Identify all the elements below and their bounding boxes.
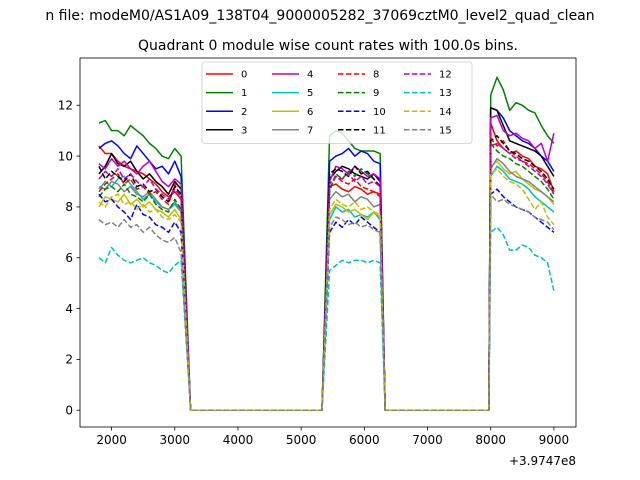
legend-label-5: 5	[307, 88, 313, 99]
legend-label-10: 10	[373, 107, 386, 118]
series-line-9	[98, 142, 555, 411]
y-tick-label: 8	[65, 200, 73, 214]
plot-area: 2000 3000 4000 5000 6000 7000 8000 900002468101…	[58, 57, 577, 447]
x-tick-label: 6000	[349, 433, 380, 447]
series-line-13	[98, 226, 555, 411]
y-tick-label: 10	[58, 149, 73, 163]
figure-suptitle: n file: modeM0/AS1A09_138T04_9000005282_…	[45, 8, 594, 24]
series-line-15	[98, 193, 555, 411]
legend-label-11: 11	[373, 125, 386, 136]
series-line-3	[98, 107, 555, 411]
legend-label-13: 13	[439, 88, 452, 99]
x-tick-label: 9000	[539, 433, 570, 447]
series-line-4	[98, 114, 555, 411]
x-tick-label: 5000	[286, 433, 317, 447]
legend-label-6: 6	[307, 107, 313, 118]
legend-label-8: 8	[373, 70, 379, 81]
legend-label-9: 9	[373, 88, 379, 99]
series-line-14	[98, 168, 555, 411]
series-line-6	[98, 160, 555, 411]
x-offset-label: +3.9747e8	[509, 454, 576, 468]
series-line-5	[98, 165, 555, 411]
y-tick-label: 0	[65, 404, 73, 418]
series-line-12	[98, 142, 555, 411]
legend-box	[201, 61, 473, 144]
y-tick-label: 6	[65, 251, 73, 265]
x-tick-label: 4000	[223, 433, 254, 447]
legend-label-12: 12	[439, 70, 452, 81]
axes-frame	[79, 57, 577, 428]
y-tick-label: 12	[58, 99, 73, 113]
series-line-7	[98, 157, 555, 411]
x-tick-label: 8000	[475, 433, 506, 447]
x-tick-label: 7000	[412, 433, 443, 447]
series-line-8	[98, 137, 555, 411]
legend-label-15: 15	[439, 125, 452, 136]
legend-label-0: 0	[241, 70, 247, 81]
y-tick-label: 2	[65, 353, 73, 367]
series-line-11	[98, 135, 555, 411]
legend-label-1: 1	[241, 88, 247, 99]
legend-label-3: 3	[241, 125, 247, 136]
legend-label-2: 2	[241, 107, 247, 118]
chart-title: Quadrant 0 module wise count rates with …	[138, 38, 518, 54]
x-tick-label: 3000	[160, 433, 191, 447]
legend-label-14: 14	[439, 107, 452, 118]
legend-label-4: 4	[307, 70, 313, 81]
x-tick-label: 2000	[96, 433, 127, 447]
y-tick-label: 4	[65, 302, 73, 316]
legend-label-7: 7	[307, 125, 313, 136]
